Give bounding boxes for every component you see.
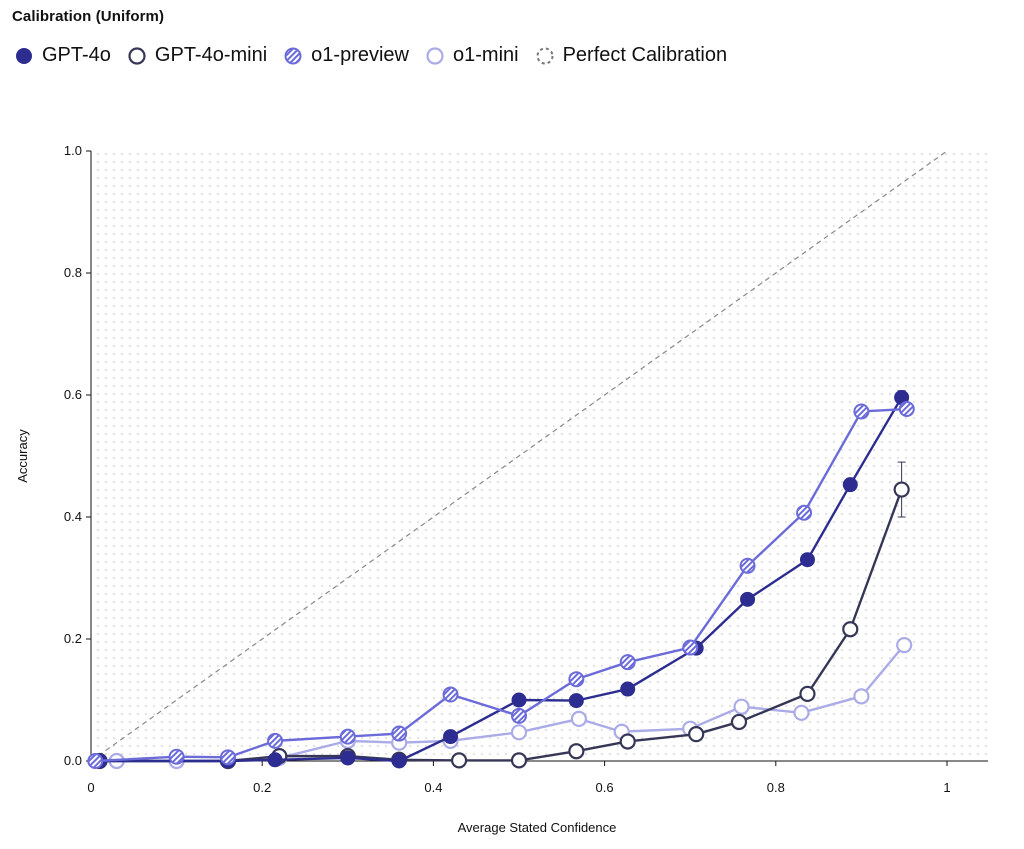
series-line-gpt-4o-mini: [99, 489, 903, 763]
x-tick-label: 1: [943, 780, 950, 795]
data-point-gpt-4o: [511, 692, 527, 708]
y-tick-label: 0.2: [64, 631, 82, 646]
legend: GPT-4o GPT-4o-mini o1-preview: [14, 44, 743, 67]
y-tick-label: 0.8: [64, 265, 82, 280]
data-point-o1-preview: [442, 686, 459, 703]
legend-label: o1-mini: [453, 44, 519, 66]
data-point-o1-preview: [219, 749, 236, 766]
plot-background: [91, 151, 988, 761]
data-point-o1-preview: [568, 671, 585, 688]
data-point-gpt-4o-mini: [799, 685, 816, 703]
legend-label: GPT-4o-mini: [154, 44, 268, 66]
x-axis-title: Average Stated Confidence: [458, 820, 617, 835]
legend-marker-dashed-ring-icon: [536, 47, 554, 64]
data-point-o1-preview: [168, 748, 185, 765]
legend-marker-hatched-icon: [284, 47, 302, 64]
data-point-o1-preview: [739, 557, 756, 574]
data-point-gpt-4o: [443, 729, 459, 745]
data-point-gpt-4o: [620, 681, 636, 697]
legend-item-gpt-4o-mini: GPT-4o-mini: [127, 44, 267, 67]
data-point-o1-preview: [853, 403, 870, 420]
perfect-calibration-line: [90, 150, 948, 762]
legend-item-o1-preview: o1-preview: [283, 44, 409, 67]
y-axis-title: Accuracy: [15, 429, 30, 483]
data-point-gpt-4o: [267, 752, 283, 768]
legend-item-gpt-4o: GPT-4o: [14, 44, 111, 67]
legend-label: o1-preview: [311, 44, 409, 66]
legend-item-perfect-calibration: Perfect Calibration: [535, 44, 728, 67]
legend-item-o1-mini: o1-mini: [425, 44, 519, 67]
data-point-gpt-4o-mini: [842, 621, 859, 638]
x-tick-label: 0: [87, 780, 94, 795]
data-point-o1-preview: [87, 753, 104, 769]
y-tick-label: 1.0: [64, 143, 82, 158]
data-point-o1-mini: [733, 698, 750, 715]
data-point-gpt-4o-mini: [510, 752, 528, 769]
data-point-gpt-4o-mini: [450, 752, 468, 769]
data-point-gpt-4o-mini: [688, 726, 705, 743]
data-point-gpt-4o: [740, 591, 756, 607]
y-tick-label: 0.4: [64, 509, 82, 524]
data-point-gpt-4o: [842, 477, 858, 493]
legend-label: Perfect Calibration: [562, 44, 728, 66]
data-point-o1-preview: [619, 654, 636, 671]
x-tick-label: 0.4: [424, 780, 442, 795]
data-point-gpt-4o: [391, 753, 407, 769]
data-point-gpt-4o-mini: [619, 733, 636, 750]
data-point-o1-mini: [853, 688, 870, 705]
x-tick-label: 0.6: [596, 780, 614, 795]
legend-label: GPT-4o: [42, 44, 111, 66]
legend-marker-filled-icon: [16, 47, 32, 64]
data-point-gpt-4o-mini: [568, 743, 585, 760]
data-point-gpt-4o: [340, 750, 356, 766]
x-tick-label: 0.8: [767, 780, 785, 795]
data-point-o1-preview: [267, 732, 284, 749]
y-tick-label: 0.6: [64, 387, 82, 402]
data-point-o1-preview: [339, 728, 356, 745]
data-point-o1-mini: [510, 724, 528, 741]
data-point-o1-mini: [896, 636, 913, 654]
data-point-o1-preview: [511, 707, 527, 724]
legend-marker-hollow-icon: [128, 46, 146, 65]
series-o1-preview: [87, 401, 915, 769]
data-point-gpt-4o: [799, 552, 815, 568]
legend-marker-hollow-light-icon: [426, 46, 444, 65]
data-point-o1-preview: [682, 639, 699, 656]
chart-title: Calibration (Uniform): [12, 8, 165, 25]
data-point-o1-mini: [793, 704, 810, 721]
x-tick-label: 0.2: [253, 780, 271, 795]
data-point-o1-preview: [391, 725, 408, 742]
data-point-gpt-4o-mini: [730, 713, 748, 731]
data-point-o1-preview: [898, 401, 915, 418]
data-point-o1-mini: [570, 710, 588, 728]
data-point-o1-preview: [796, 504, 813, 521]
data-point-gpt-4o: [568, 693, 584, 709]
y-tick-label: 0.0: [64, 753, 82, 768]
data-point-gpt-4o-mini: [893, 481, 910, 498]
series-line-gpt-4o: [99, 396, 903, 763]
